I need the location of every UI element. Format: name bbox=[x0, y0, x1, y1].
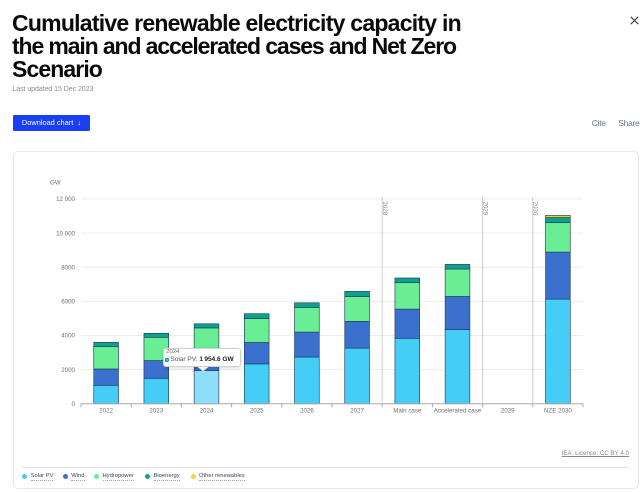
svg-text:2026: 2026 bbox=[300, 408, 314, 415]
svg-text:2028: 2028 bbox=[381, 202, 388, 216]
svg-text:2029: 2029 bbox=[481, 202, 488, 216]
svg-text:2029: 2029 bbox=[501, 408, 515, 415]
svg-text:2022: 2022 bbox=[99, 408, 113, 415]
svg-text:2027: 2027 bbox=[350, 408, 364, 415]
svg-text:NZE 2030: NZE 2030 bbox=[544, 408, 572, 415]
svg-text:2023: 2023 bbox=[149, 408, 163, 415]
svg-text:GW: GW bbox=[50, 180, 61, 187]
svg-text:Accelerated case: Accelerated case bbox=[434, 408, 482, 415]
svg-text:Main case: Main case bbox=[393, 408, 422, 415]
svg-text:12 000: 12 000 bbox=[56, 196, 75, 203]
svg-text:2030: 2030 bbox=[532, 202, 539, 216]
svg-text:8000: 8000 bbox=[61, 264, 75, 271]
svg-text:2025: 2025 bbox=[250, 408, 264, 415]
svg-text:2024: 2024 bbox=[200, 408, 214, 415]
svg-text:2000: 2000 bbox=[61, 367, 75, 374]
svg-text:10 000: 10 000 bbox=[56, 230, 75, 237]
svg-text:4000: 4000 bbox=[61, 333, 75, 340]
svg-text:6000: 6000 bbox=[61, 299, 75, 306]
svg-text:0: 0 bbox=[72, 401, 76, 408]
